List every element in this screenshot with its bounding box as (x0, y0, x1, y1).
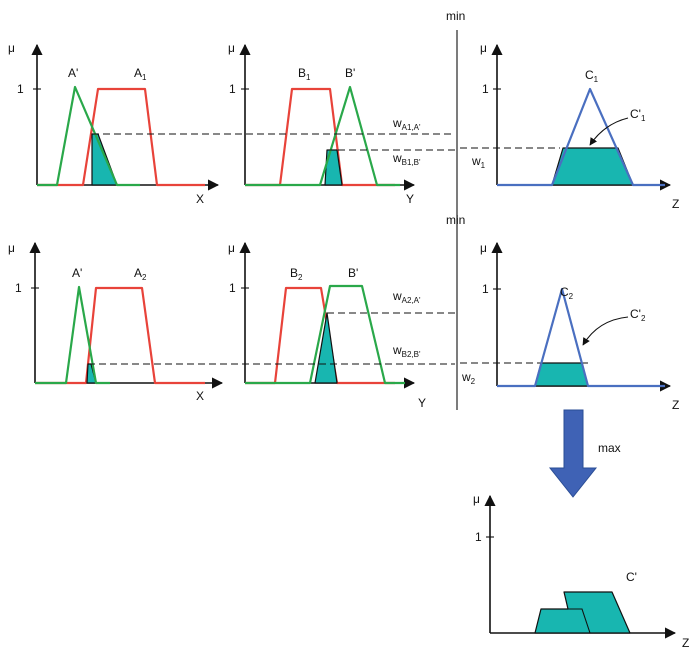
x-axis-label: X (196, 192, 204, 206)
set-b-prime-trapezoid (245, 284, 405, 385)
c1-label: C1 (585, 68, 599, 84)
mu-label: μ (228, 41, 235, 55)
c2-prime-label: C'2 (630, 307, 646, 323)
a-prime-label: A' (72, 266, 82, 280)
set-c2-triangle (497, 287, 665, 388)
mu-label: μ (480, 41, 487, 55)
set-c1-triangle (497, 87, 665, 187)
z-axis-label: Z (672, 197, 679, 211)
x-axis-label: X (196, 389, 204, 403)
mu-label: μ (8, 241, 15, 255)
mu-label: μ (228, 241, 235, 255)
z-axis-label: Z (682, 636, 689, 647)
one-label: 1 (229, 281, 236, 295)
aggregated-output-area (534, 591, 631, 634)
panel-row2-z: μ 1 Z C2 C'2 (480, 241, 679, 412)
c1-prime-label: C'1 (630, 107, 646, 123)
min-label-top: min (446, 9, 465, 23)
panel-aggregated-output: μ 1 Z C' (473, 492, 689, 647)
set-a2-trapezoid (35, 286, 205, 385)
panel-row1-z: μ 1 Z C1 C'1 (480, 41, 679, 211)
clipped-output-c2 (534, 362, 589, 387)
y-axis-label: Y (418, 396, 426, 410)
b1-label: B1 (298, 66, 311, 82)
b-prime-label: B' (348, 266, 358, 280)
max-label: max (598, 441, 621, 455)
one-label: 1 (15, 281, 22, 295)
pointer-arrow-c1 (589, 117, 629, 146)
b-prime-label: B' (345, 66, 355, 80)
mu-label: μ (8, 41, 15, 55)
firing-area-b2 (314, 312, 338, 384)
w-b2-label: wB2,B' (392, 343, 421, 359)
z-axis-label: Z (672, 398, 679, 412)
mu-label: μ (473, 492, 480, 506)
w-a1-label: wA1,A' (392, 116, 421, 132)
a-prime-label: A' (68, 66, 78, 80)
one-label: 1 (475, 530, 482, 544)
panel-row2-x: μ 1 X A' A2 (8, 241, 224, 403)
w-b1-label: wB1,B' (392, 151, 421, 167)
pointer-arrow-c2 (582, 316, 629, 346)
y-axis-label: Y (406, 192, 414, 206)
panel-row2-y: μ 1 Y B2 B' (228, 241, 426, 410)
set-a-prime-triangle (37, 85, 140, 187)
a1-label: A1 (134, 66, 147, 82)
w1-label: w1 (471, 154, 486, 170)
panel-row1-x: μ 1 X A' A1 (8, 41, 220, 206)
set-b-prime-triangle (245, 85, 400, 187)
firing-area-b1 (324, 149, 343, 186)
a2-label: A2 (134, 266, 147, 282)
one-label: 1 (17, 82, 24, 96)
one-label: 1 (482, 82, 489, 96)
panel-row1-y: μ 1 Y B1 B' (228, 41, 416, 206)
one-label: 1 (229, 82, 236, 96)
overlap-edge-line (568, 608, 591, 634)
c2-label: C2 (560, 285, 574, 301)
w-a2-label: wA2,A' (392, 289, 421, 305)
c-output-label: C' (626, 570, 637, 584)
min-label-bottom: min (446, 213, 465, 227)
w2-label: w2 (461, 370, 476, 386)
set-a1-trapezoid (37, 87, 205, 187)
mu-label: μ (480, 241, 487, 255)
one-label: 1 (482, 282, 489, 296)
max-arrow-icon (548, 409, 598, 498)
b2-label: B2 (290, 266, 303, 282)
set-a-prime-triangle (35, 285, 110, 385)
